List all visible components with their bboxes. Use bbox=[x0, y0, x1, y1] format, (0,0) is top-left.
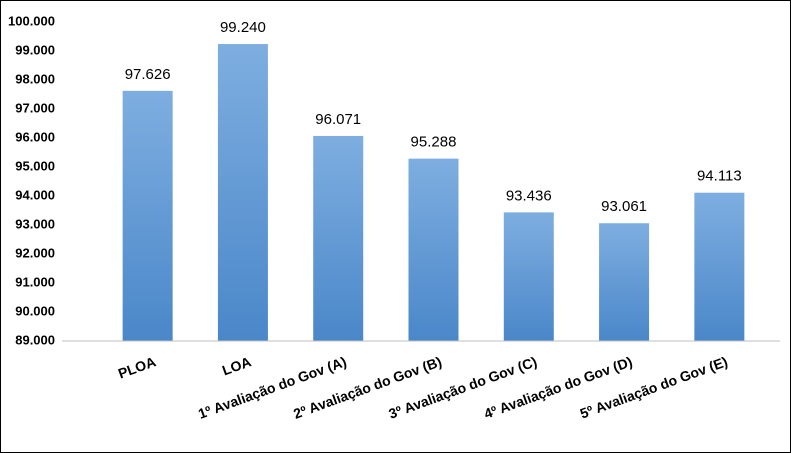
y-tick-label: 97.000 bbox=[15, 100, 55, 115]
value-label: 93.061 bbox=[601, 198, 647, 215]
bar bbox=[599, 223, 650, 341]
y-tick-label: 94.000 bbox=[15, 187, 55, 202]
value-label: 94.113 bbox=[697, 168, 742, 185]
y-tick-label: 95.000 bbox=[15, 158, 55, 173]
y-tick-label: 100.000 bbox=[8, 13, 55, 28]
y-tick-label: 99.000 bbox=[15, 42, 55, 57]
value-label: 99.240 bbox=[220, 19, 266, 36]
bar bbox=[694, 192, 745, 341]
bar bbox=[503, 212, 554, 341]
y-tick-label: 91.000 bbox=[15, 274, 55, 289]
bar bbox=[408, 158, 459, 341]
y-tick-label: 98.000 bbox=[15, 71, 55, 86]
bar bbox=[217, 44, 268, 341]
y-tick-label: 89.000 bbox=[15, 332, 55, 347]
value-label: 95.288 bbox=[411, 134, 457, 151]
y-tick-label: 93.000 bbox=[15, 216, 55, 231]
value-label: 97.626 bbox=[125, 66, 171, 83]
value-label: 93.436 bbox=[506, 187, 552, 204]
value-label: 96.071 bbox=[315, 111, 361, 128]
y-tick-label: 96.000 bbox=[15, 129, 55, 144]
y-tick-label: 92.000 bbox=[15, 245, 55, 260]
y-tick-label: 90.000 bbox=[15, 303, 55, 318]
bar bbox=[122, 90, 173, 341]
bar bbox=[313, 135, 364, 341]
